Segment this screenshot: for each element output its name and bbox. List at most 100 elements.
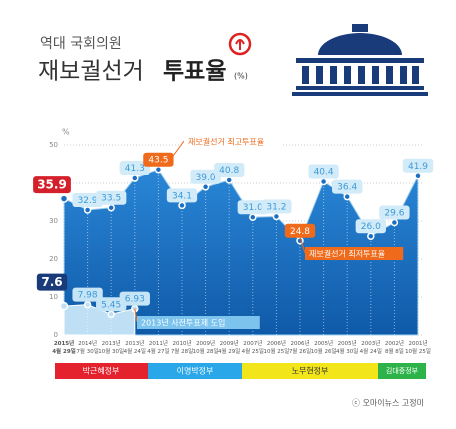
period-label: 이명박정부: [177, 366, 214, 376]
point: [83, 206, 92, 214]
x-tick-label: 2006년 7월 26일: [289, 339, 311, 355]
x-tick-label: 2003년 4월 24일: [360, 339, 382, 355]
value-label: 36.4: [337, 183, 357, 193]
y-tick-label: 10: [49, 293, 58, 301]
value-label: 5.45: [101, 300, 121, 310]
annotation: 2013년 사전투표제 도입: [141, 318, 225, 328]
value-label-box: [237, 200, 268, 215]
value-label-box: [261, 199, 292, 214]
point: [201, 183, 210, 191]
title-bold: 투표율: [163, 59, 226, 85]
value-label: 32.9: [78, 196, 98, 206]
x-tick-label: 2010년 7월 28일: [171, 339, 193, 355]
x-tick-label: 2013년 4월 24일: [124, 339, 146, 355]
x-tick-label: 2015년 4월 29일: [52, 339, 76, 355]
value-label-box: [355, 219, 386, 234]
value-label-box: [119, 161, 150, 176]
period-band: [148, 363, 242, 379]
value-label: 7.98: [78, 291, 98, 301]
period-label: 박근혜정부: [83, 366, 120, 376]
value-label-box: [190, 169, 221, 184]
x-tick-label: 2009년 10월 28일: [193, 339, 219, 355]
point: [390, 218, 399, 227]
stamp-icon: [228, 32, 252, 56]
x-tick-label: 2014년 7월 30일: [76, 339, 98, 355]
annotation: 재보궐선거 최저투표율: [309, 249, 385, 259]
value-label: 29.6: [384, 209, 404, 219]
value-label: 31.2: [266, 202, 286, 212]
point: [107, 310, 115, 319]
point: [59, 194, 69, 203]
period-band: [378, 363, 426, 379]
value-label: 40.4: [314, 167, 334, 177]
value-label-box: [96, 297, 127, 312]
point: [225, 176, 233, 184]
point: [107, 203, 115, 212]
value-label-box: [402, 158, 434, 173]
period-band: [55, 363, 148, 379]
x-tick-label: 2007년 4월 25일: [242, 339, 264, 355]
value-label: 7.6: [41, 275, 62, 289]
point: [343, 192, 351, 201]
period-band: [242, 363, 378, 379]
point: [367, 232, 375, 240]
subtitle: 역대 국회의원: [40, 36, 122, 52]
value-label-box: [214, 162, 245, 177]
period-label: 노무현정부: [292, 366, 329, 376]
leader-line: [134, 308, 138, 323]
value-label: 43.5: [148, 156, 168, 166]
value-label-box: [308, 164, 339, 179]
value-label-box: [379, 205, 410, 220]
title: 재보궐선거: [38, 59, 144, 85]
y-tick-label: 20: [49, 255, 58, 263]
point: [83, 300, 92, 309]
value-label-box: [96, 190, 127, 205]
value-label-box: [143, 152, 174, 167]
leader-line: [299, 236, 306, 254]
assembly-icon: [292, 24, 428, 96]
value-label-box: [332, 179, 363, 194]
value-label-box: [72, 287, 103, 302]
y-tick-label: 50: [49, 141, 58, 149]
value-label-box: [119, 291, 150, 306]
x-tick-label: 2005년 4월 30일: [336, 339, 358, 355]
leader-line: [169, 140, 185, 160]
annotation-box: [137, 316, 260, 329]
point: [272, 212, 281, 221]
value-label: 6.93: [125, 295, 145, 305]
period-label: 김대중정부: [386, 366, 419, 375]
value-label: 41.3: [125, 164, 145, 174]
value-label: 41.9: [408, 162, 428, 172]
value-label: 24.8: [290, 227, 310, 237]
value-label-box: [72, 192, 103, 207]
x-tick-label: 2013년 10월 30일: [98, 339, 124, 355]
value-label: 35.9: [37, 178, 67, 192]
point: [319, 177, 328, 186]
value-label: 31.0: [243, 203, 263, 213]
point: [59, 301, 69, 311]
annotation-box: [305, 247, 404, 260]
value-label: 40.8: [219, 166, 239, 176]
value-label: 34.1: [172, 191, 192, 201]
x-tick-label: 2006년 10월 25일: [263, 339, 289, 355]
x-tick-label: 2011년 4월 27일: [147, 339, 169, 355]
unit: (%): [234, 72, 248, 81]
value-label-box: [36, 273, 68, 291]
point: [178, 201, 186, 210]
x-tick-label: 2005년 10월 26일: [311, 339, 337, 355]
x-tick-label: 2009년 4월 29일: [218, 339, 240, 355]
annotation-box: [184, 135, 283, 148]
y-axis-label: %: [62, 128, 70, 137]
value-label: 39.0: [196, 173, 216, 183]
annotation: 재보궐선거 최고투표율: [188, 137, 264, 147]
y-tick-label: 0: [54, 331, 58, 339]
value-label: 26.0: [361, 222, 381, 232]
value-label-box: [33, 176, 71, 194]
credit: ⓒ 오마이뉴스 고정미: [352, 398, 424, 408]
value-label-box: [166, 188, 198, 203]
point: [414, 172, 422, 180]
y-tick-label: 30: [49, 217, 58, 225]
point: [131, 174, 139, 182]
point: [249, 213, 257, 221]
